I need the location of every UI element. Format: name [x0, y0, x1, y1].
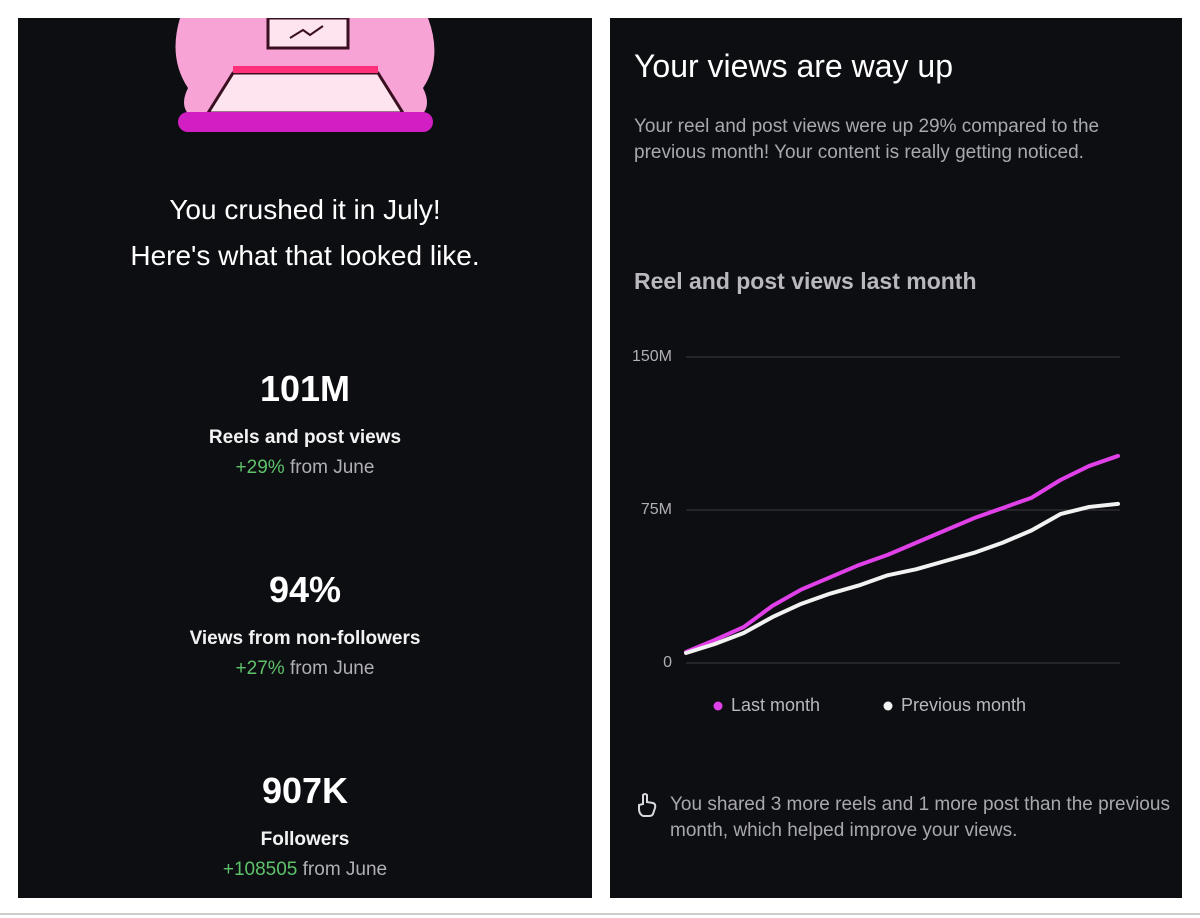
stat-change: +29% from June — [18, 457, 592, 479]
stat-label: Reels and post views — [208, 427, 402, 448]
illustration — [175, 18, 435, 132]
stat-value: 94% — [268, 569, 342, 610]
stat-label: Followers — [260, 829, 350, 850]
chart: 0 75M 150M Last month Previous month — [632, 348, 1120, 715]
line — [684, 501, 1120, 656]
title: Your views are way up — [634, 48, 953, 84]
stripe — [233, 66, 378, 73]
y-tick-label: 75M — [641, 501, 672, 518]
change-suffix: from June — [302, 859, 388, 880]
stat-label: Views from non-followers — [189, 628, 421, 649]
headline: You crushed it in July! — [169, 194, 441, 225]
change-suffix: from June — [289, 457, 375, 478]
y-tick-label: 150M — [632, 348, 672, 365]
change-suffix: from June — [289, 658, 375, 679]
right-panel: Your views are way up Your reel and post… — [610, 18, 1182, 898]
divider — [0, 913, 1200, 915]
change-value: +108505 — [222, 859, 298, 880]
stage — [205, 71, 406, 115]
y-tick-label: 0 — [663, 654, 672, 671]
icon-path — [638, 793, 657, 817]
headline: Here's what that looked like. — [130, 240, 480, 271]
left-panel: You crushed it in July! Here's what that… — [18, 18, 592, 898]
change-value: +29% — [235, 457, 285, 478]
stat-change: +27% from June — [18, 658, 592, 680]
stat-value: 101M — [259, 368, 351, 409]
hand-icon — [638, 793, 657, 817]
change-value: +27% — [235, 658, 285, 679]
screen-icon — [289, 25, 324, 39]
body-text: Your reel and post views were up 29% com… — [634, 116, 1100, 163]
base — [178, 112, 433, 132]
stat-value: 907K — [261, 770, 349, 811]
chart-title: Reel and post views last month — [634, 268, 977, 294]
legend-label: Last month — [731, 695, 820, 715]
legend-label: Previous month — [901, 695, 1026, 715]
footer-text: You shared 3 more reels and 1 more post … — [670, 794, 1170, 841]
legend-dot — [883, 701, 893, 711]
legend-dot — [713, 701, 723, 711]
line — [684, 453, 1120, 654]
stat-change: +108505 from June — [18, 859, 592, 881]
